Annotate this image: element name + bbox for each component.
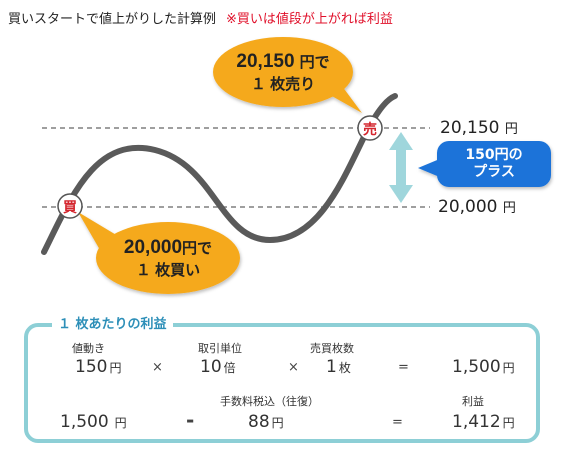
- gross-number: 1,500: [60, 412, 109, 432]
- plus-callout-text: 150円の プラス: [437, 147, 551, 181]
- subtotal-unit: 円: [502, 361, 515, 375]
- multiplier-label: 取引単位: [198, 342, 242, 355]
- profit-number: 1,412: [452, 412, 501, 432]
- profit-value: 1,412 円: [452, 412, 515, 432]
- lower-price-label: 20,000 円: [438, 197, 516, 217]
- fee-number: 88: [248, 412, 270, 432]
- multiplier-unit: 倍: [223, 361, 236, 375]
- subtotal-value: 1,500 円: [452, 357, 515, 377]
- buy-price-suffix: 円で: [182, 240, 213, 257]
- sell-bubble: [213, 37, 362, 113]
- minus-operator: -: [186, 408, 195, 432]
- equals-operator-2: =: [392, 415, 403, 430]
- multiplier-value: 10 倍: [200, 357, 236, 377]
- page-title: 買いスタートで値上がりした計算例 ※買いは値段が上がれば利益: [8, 8, 393, 27]
- title-note: ※買いは値段が上がれば利益: [226, 12, 393, 27]
- subtotal-number: 1,500: [452, 357, 501, 377]
- quantity-unit: 枚: [338, 361, 351, 375]
- sell-bubble-text: 20,150 円で １ 枚売り: [213, 50, 353, 96]
- buy-bubble-text: 20,000円で １ 枚買い: [96, 236, 240, 282]
- sell-price-suffix: 円で: [299, 54, 330, 71]
- plus-line2: プラス: [473, 164, 515, 180]
- quantity-number: 1: [326, 357, 337, 377]
- plus-callout: [418, 141, 551, 187]
- price-move-unit: 円: [109, 361, 122, 375]
- profit-label: 利益: [462, 395, 484, 408]
- lower-price-unit: 円: [502, 201, 516, 216]
- plus-line1: 150円の: [465, 147, 523, 163]
- fee-value: 88 円: [248, 412, 284, 432]
- multiply-operator-1: ×: [152, 360, 163, 375]
- gross-unit: 円: [114, 416, 127, 430]
- price-move-value: 150 円: [75, 357, 121, 377]
- sell-marker-icon: [357, 115, 383, 141]
- upper-price-value: 20,150: [440, 118, 500, 138]
- buy-marker-icon: [57, 193, 83, 219]
- multiply-operator-2: ×: [288, 360, 299, 375]
- calculation-box: [24, 323, 540, 443]
- lower-price-value: 20,000: [438, 197, 498, 217]
- price-move-number: 150: [75, 357, 108, 377]
- calculation-title: １ 枚あたりの利益: [52, 313, 173, 332]
- buy-bubble: [78, 212, 240, 294]
- upper-price-label: 20,150 円: [440, 118, 518, 138]
- profit-unit: 円: [502, 416, 515, 430]
- buy-marker-label: 買: [63, 200, 77, 216]
- quantity-label: 売買枚数: [310, 342, 354, 355]
- sell-action: １ 枚売り: [250, 76, 316, 93]
- sell-price: 20,150: [236, 51, 295, 72]
- double-arrow-icon: [389, 132, 413, 203]
- equals-operator-1: =: [398, 360, 409, 375]
- price-move-label: 値動き: [72, 342, 105, 355]
- buy-action: １ 枚買い: [135, 262, 201, 279]
- multiplier-number: 10: [200, 357, 222, 377]
- buy-price: 20,000: [123, 237, 183, 258]
- title-text: 買いスタートで値上がりした計算例: [8, 12, 217, 27]
- price-diagram: [41, 37, 551, 294]
- sell-marker-label: 売: [363, 122, 377, 138]
- fee-unit: 円: [271, 416, 284, 430]
- upper-price-unit: 円: [504, 122, 518, 137]
- fee-label: 手数料税込（往復）: [220, 395, 319, 408]
- gross-value: 1,500 円: [60, 412, 127, 432]
